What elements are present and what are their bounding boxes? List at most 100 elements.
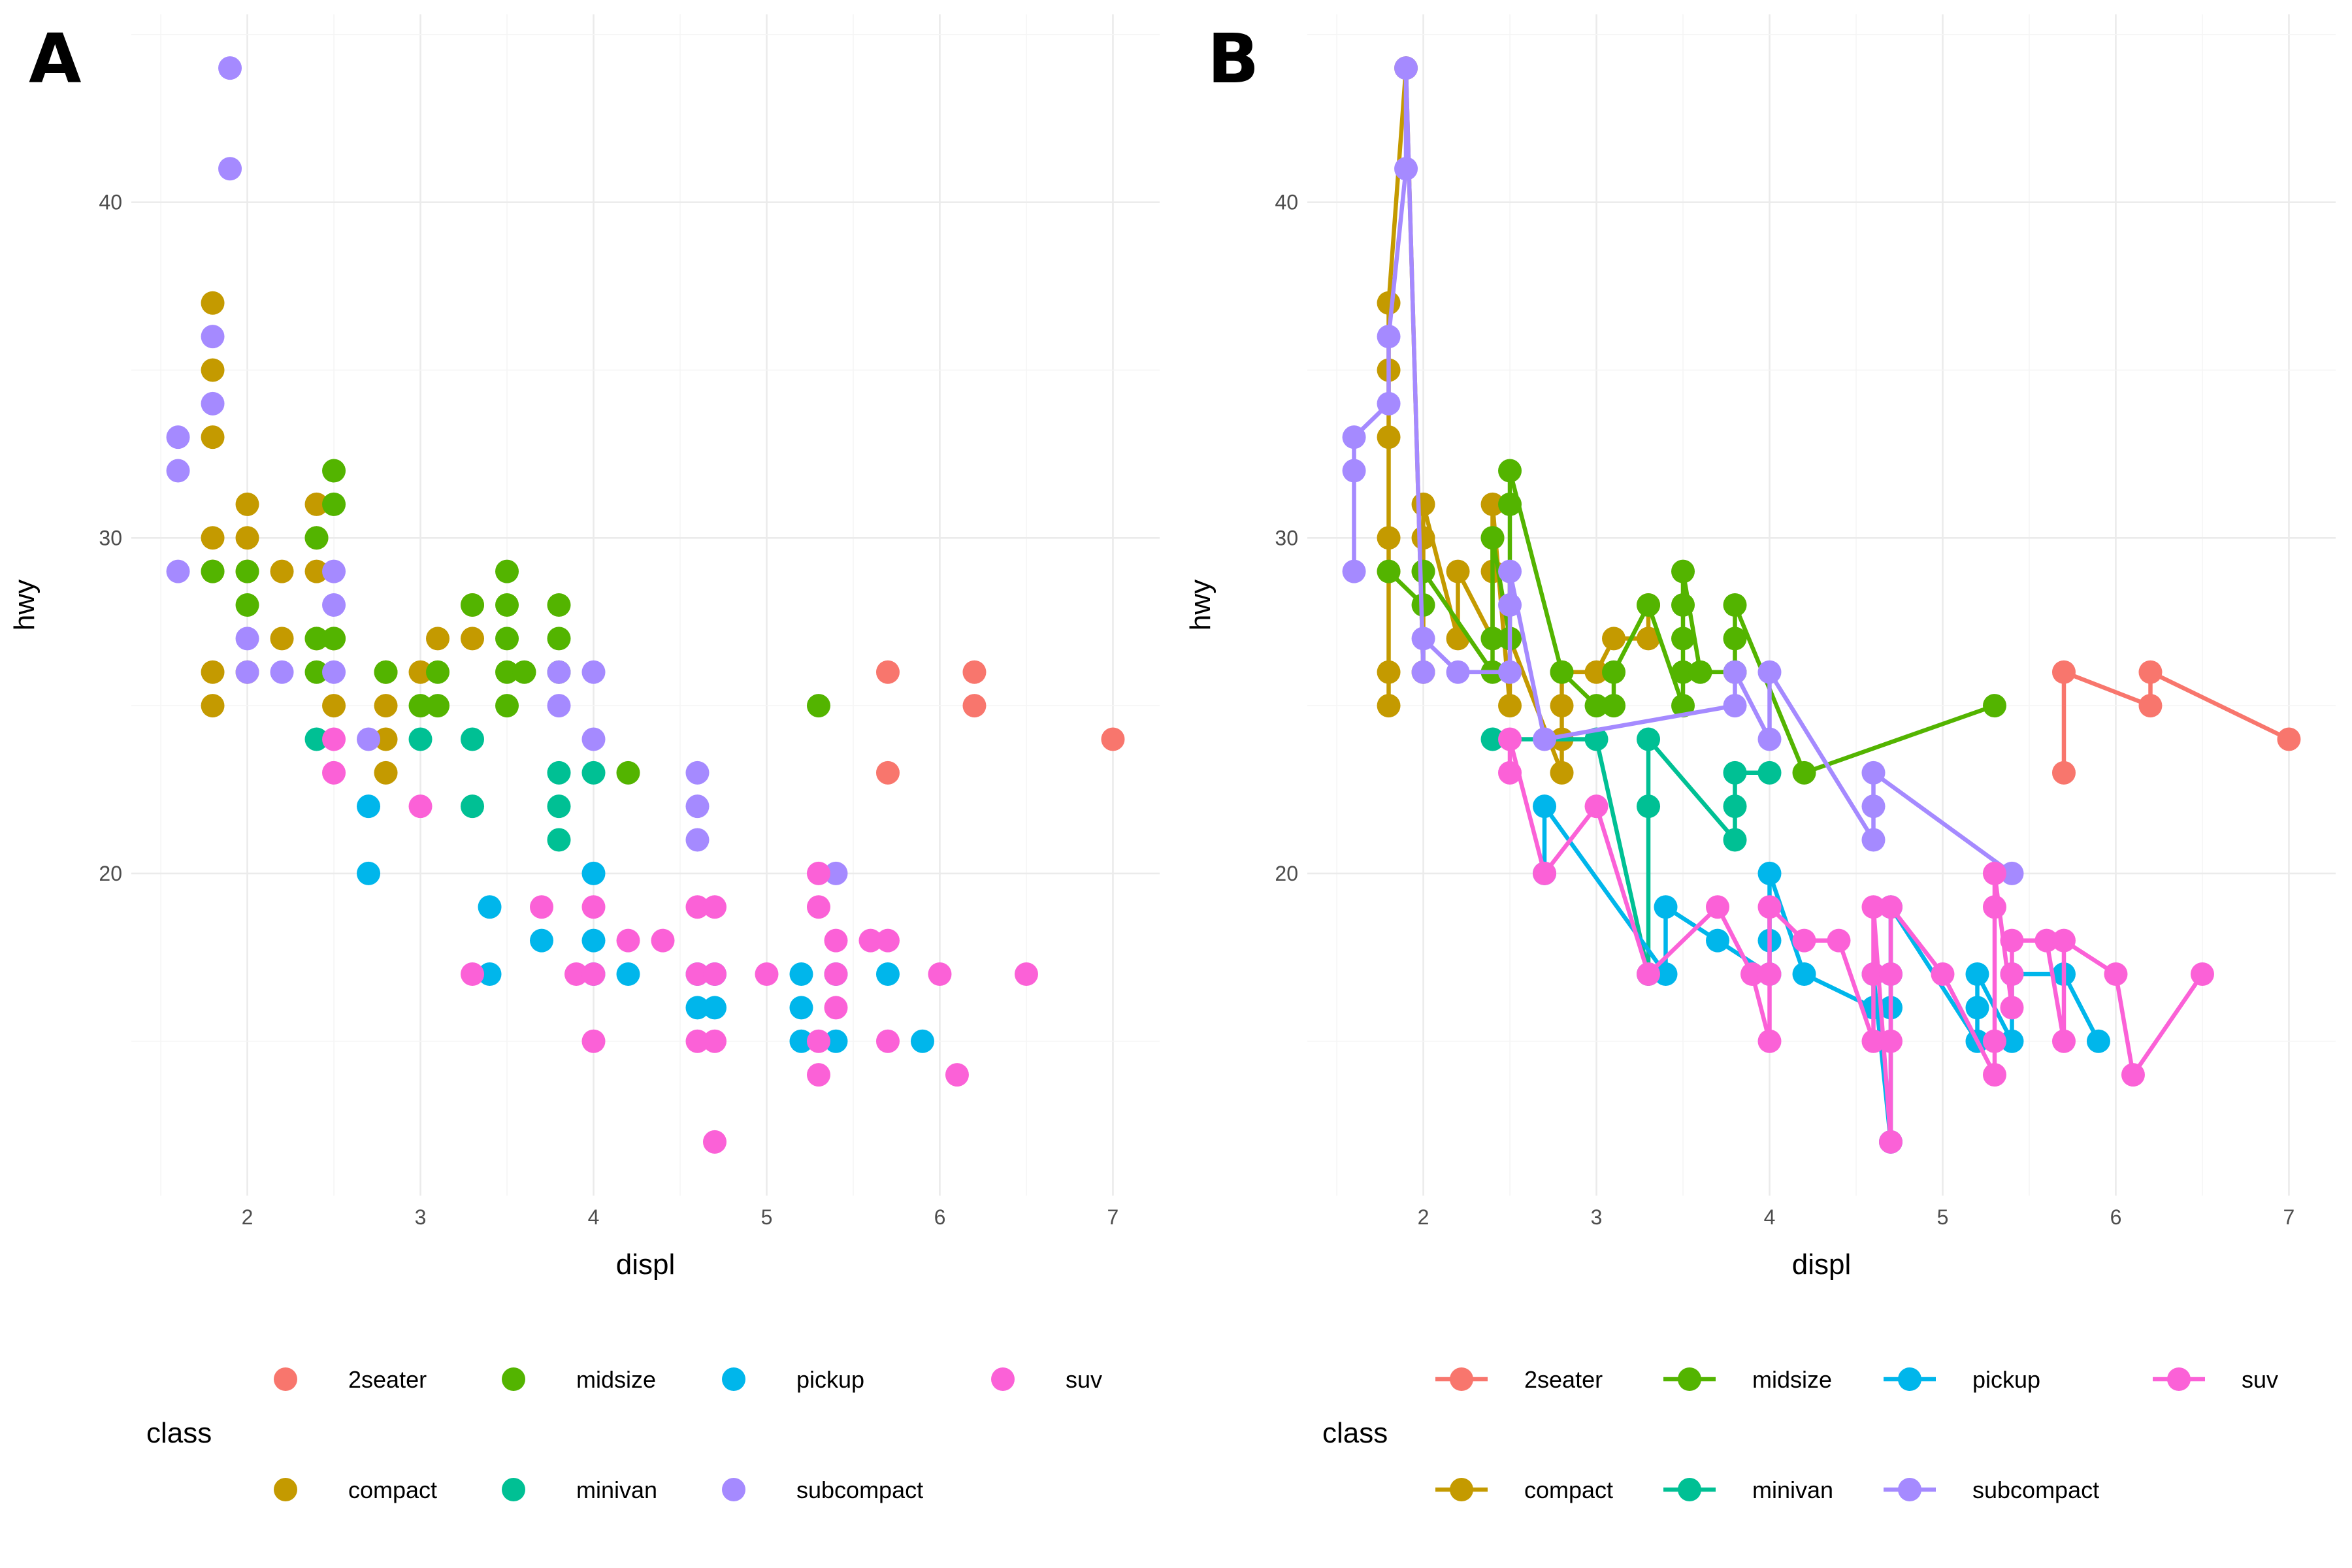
y-tick-label: 30 — [99, 526, 122, 549]
data-point-suv — [1014, 962, 1038, 986]
data-point-midsize — [495, 694, 519, 718]
data-point-subcompact — [1411, 627, 1435, 651]
data-point-compact — [408, 660, 433, 684]
data-point-subcompact — [1394, 56, 1418, 80]
data-point-suv — [1498, 760, 1522, 785]
legend-key-point — [1678, 1367, 1701, 1391]
x-tick-label: 5 — [761, 1205, 773, 1229]
series-subcompact — [1342, 56, 2024, 885]
data-point-suv — [581, 895, 606, 919]
data-point-suv — [1637, 962, 1661, 986]
data-point-minivan — [1757, 760, 1782, 785]
data-point-pickup — [789, 1029, 813, 1053]
legend-key-2seater — [274, 1367, 297, 1391]
data-point-subcompact — [270, 660, 294, 684]
data-point-suv — [875, 1029, 900, 1053]
data-point-compact — [235, 526, 259, 550]
data-point-midsize — [1377, 559, 1401, 583]
data-point-midsize — [495, 559, 519, 583]
data-point-pickup — [530, 928, 554, 953]
data-point-compact — [1602, 627, 1626, 651]
data-point-pickup — [581, 928, 606, 953]
data-point-subcompact — [1342, 425, 1366, 449]
data-point-suv — [806, 1029, 830, 1053]
data-point-midsize — [1671, 660, 1695, 684]
data-point-minivan — [1637, 727, 1661, 751]
data-point-subcompact — [166, 459, 190, 483]
data-point-suv — [2121, 1063, 2145, 1087]
legend-key-suv — [991, 1367, 1015, 1391]
data-point-suv — [2000, 996, 2024, 1020]
legend-key-point — [1898, 1478, 1921, 1501]
y-tick-label: 20 — [1275, 862, 1298, 885]
data-point-compact — [1377, 694, 1401, 718]
data-point-midsize — [1671, 694, 1695, 718]
data-point-midsize — [1480, 526, 1505, 550]
data-point-pickup — [1706, 928, 1730, 953]
series-suv — [322, 727, 1038, 1154]
data-point-suv — [702, 1130, 727, 1154]
y-tick-label: 40 — [99, 191, 122, 214]
data-point-midsize — [304, 526, 329, 550]
legend-label-midsize: midsize — [576, 1366, 656, 1393]
data-point-subcompact — [218, 56, 242, 80]
data-point-minivan — [547, 794, 571, 819]
data-point-pickup — [910, 1029, 934, 1053]
data-point-suv — [1533, 861, 1557, 885]
data-point-compact — [270, 627, 294, 651]
data-point-suv — [1861, 895, 1886, 919]
data-point-compact — [1377, 425, 1401, 449]
data-point-suv — [322, 760, 346, 785]
data-point-midsize — [1411, 559, 1435, 583]
data-point-subcompact — [1498, 559, 1522, 583]
legend-label-minivan: minivan — [1752, 1477, 1833, 1503]
data-point-compact — [1584, 660, 1609, 684]
data-point-subcompact — [1446, 660, 1470, 684]
data-point-subcompact — [1377, 325, 1401, 349]
data-point-suv — [1931, 962, 1955, 986]
data-point-subcompact — [581, 660, 606, 684]
data-point-compact — [201, 694, 225, 718]
y-tick-label: 40 — [1275, 191, 1298, 214]
data-point-pickup — [616, 962, 640, 986]
data-point-suv — [2034, 928, 2059, 953]
data-point-minivan — [1480, 727, 1505, 751]
data-point-suv — [1878, 962, 1903, 986]
data-point-midsize — [547, 593, 571, 617]
legend-key-minivan — [502, 1478, 525, 1501]
data-point-2seater — [2138, 694, 2163, 718]
data-point-subcompact — [322, 593, 346, 617]
data-point-subcompact — [1861, 828, 1886, 852]
data-point-subcompact — [1757, 660, 1782, 684]
y-axis-title: hwy — [1184, 580, 1217, 630]
data-point-subcompact — [1723, 660, 1747, 684]
data-point-subcompact — [685, 794, 710, 819]
data-point-midsize — [322, 627, 346, 651]
data-point-compact — [426, 627, 450, 651]
data-point-midsize — [408, 694, 433, 718]
data-point-suv — [755, 962, 779, 986]
series-suv — [1498, 727, 2214, 1154]
data-point-compact — [374, 727, 398, 751]
y-tick-label: 30 — [1275, 526, 1298, 549]
panel-tag: B — [1207, 19, 1259, 99]
legend-key-pickup — [722, 1367, 745, 1391]
legend-key-point — [1450, 1367, 1473, 1391]
data-point-suv — [1706, 895, 1730, 919]
data-point-2seater — [1101, 727, 1125, 751]
data-point-compact — [1377, 291, 1401, 315]
legend-key-minivan — [1663, 1478, 1716, 1501]
data-point-subcompact — [1757, 727, 1782, 751]
data-point-pickup — [789, 962, 813, 986]
data-point-midsize — [806, 694, 830, 718]
data-point-2seater — [962, 694, 987, 718]
data-point-midsize — [547, 627, 571, 651]
series-line-subcompact — [1352, 65, 2014, 876]
legend-key-point — [991, 1367, 1015, 1391]
legend-label-pickup: pickup — [1972, 1366, 2040, 1393]
legend-key-pickup — [1884, 1367, 1936, 1391]
data-point-minivan — [304, 727, 329, 751]
data-point-suv — [2104, 962, 2128, 986]
